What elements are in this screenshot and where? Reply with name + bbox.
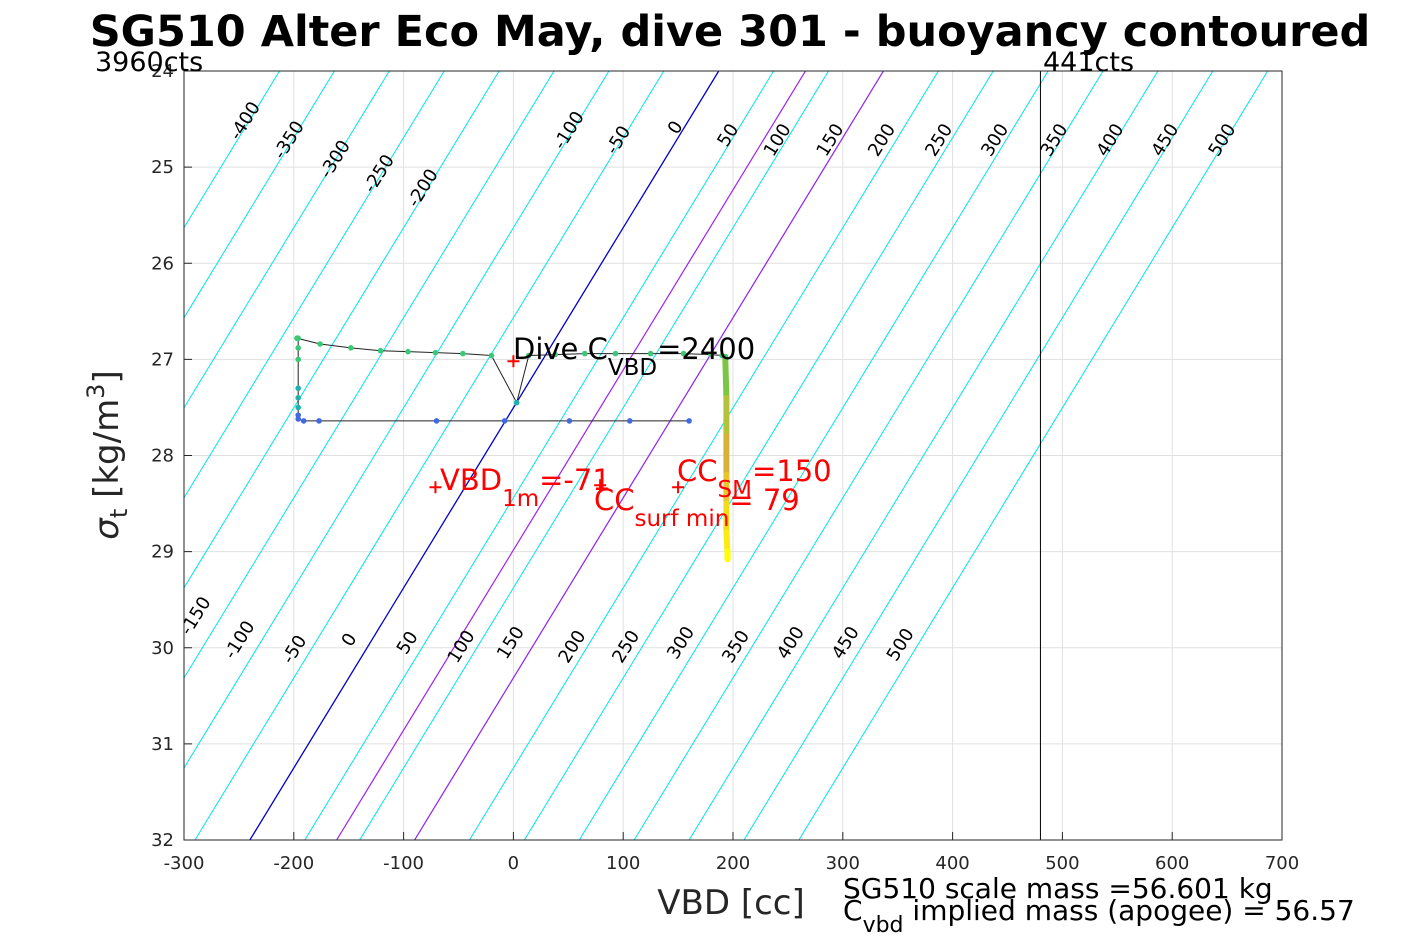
contour-line [184, 71, 390, 409]
profile-point [432, 349, 439, 356]
profile-point [501, 418, 508, 424]
y-tick-label: 32 [151, 830, 174, 851]
axis-ticks: -300 -200 -100 0 100 200 300 400 500 600 700 24 25 26… [151, 61, 1299, 874]
surface-trace-segment [722, 356, 730, 401]
contour-line [578, 71, 1049, 840]
x-tick-label: 100 [606, 853, 640, 874]
profile-point [295, 345, 301, 351]
dive-profile [294, 335, 731, 563]
profile-point [708, 351, 714, 358]
profile-point [405, 348, 411, 355]
cc-sm-annotation: CCSM=150 [677, 454, 832, 503]
contour-line [743, 71, 1214, 840]
profile-point [488, 352, 495, 359]
x-tick-label: -100 [383, 853, 424, 874]
profile-point [525, 352, 532, 359]
contour-line [184, 71, 445, 499]
x-tick-label: 600 [1155, 853, 1189, 874]
contour-line [184, 71, 555, 679]
x-tick-label: 200 [716, 853, 750, 874]
surface-trace-segment [723, 529, 731, 555]
red-plus-marker [429, 481, 442, 494]
contour-line [359, 71, 829, 840]
profile-point [680, 350, 687, 357]
contour-line [184, 71, 335, 319]
highlight-contour-line [414, 71, 884, 840]
profile-point [647, 350, 654, 357]
profile-point [317, 341, 323, 347]
profile-point [581, 350, 588, 357]
profile-point [295, 404, 301, 411]
profile-point [686, 418, 692, 424]
zero-contour-line [249, 71, 720, 840]
profile-point [626, 418, 633, 424]
y-tick-label: 27 [151, 349, 174, 370]
vbd-1m-annotation: VBD1m=-71 [440, 463, 611, 512]
y-tick-label: 26 [151, 253, 174, 274]
y-tick-label: 28 [151, 446, 174, 467]
contour-line [184, 71, 610, 769]
x-tick-label: -300 [164, 853, 205, 874]
y-axis-label: σt [kg/m3] [82, 370, 133, 539]
cc-surf-min-annotation: CCsurf min= 79 [594, 483, 800, 532]
profile-point [377, 347, 384, 354]
contour-line [688, 71, 1159, 840]
red-plus-marker [594, 479, 607, 492]
dive-cvbd-annotation: Dive CVBD=2400 [513, 332, 755, 381]
red-plus-marker [507, 355, 520, 368]
y-tick-label: 29 [151, 542, 174, 563]
x-tick-label: -200 [273, 853, 314, 874]
chart-title: SG510 Alter Eco May, dive 301 - buoyancy… [90, 7, 1371, 57]
profile-point [348, 345, 354, 351]
profile-point [316, 418, 322, 424]
contour-line [184, 71, 500, 589]
profile-point [460, 350, 466, 357]
contour-line [304, 71, 775, 840]
y-tick-label: 31 [151, 734, 174, 755]
profile-point [552, 351, 558, 358]
profile-point [513, 399, 520, 406]
x-tick-label: 0 [508, 853, 519, 874]
profile-point [295, 395, 301, 401]
x-axis-label: VBD [cc] [657, 883, 805, 923]
scale-mass-text: SG510 scale mass =56.601 kg [843, 872, 1273, 905]
profile-point [295, 385, 301, 392]
contour-line [469, 71, 939, 840]
buoyancy-contours [184, 71, 1269, 840]
profile-point [294, 335, 300, 342]
left-counts-label: 3960cts [95, 47, 203, 78]
contour-line [633, 71, 1104, 840]
highlight-contour-line [336, 71, 806, 840]
right-counts-label: 441cts [1043, 47, 1134, 78]
implied-mass-text: Cvbd implied mass (apogee) = 56.57 [843, 894, 1355, 938]
contour-line [184, 71, 280, 229]
x-tick-label: 700 [1265, 853, 1299, 874]
profile-point [612, 350, 619, 357]
profile-point [566, 418, 573, 424]
y-tick-label: 30 [151, 638, 174, 659]
profile-point [295, 416, 301, 422]
profile-point [295, 356, 301, 363]
contour-line [523, 71, 994, 840]
profile-point [300, 418, 307, 424]
profile-point [295, 412, 301, 418]
contour-line [798, 71, 1269, 840]
y-tick-label: 24 [151, 61, 174, 82]
profile-point [433, 418, 440, 424]
contour-line [194, 71, 665, 840]
y-tick-label: 25 [151, 157, 174, 178]
x-tick-label: 500 [1045, 853, 1079, 874]
red-markers [429, 355, 685, 494]
x-tick-label: 300 [826, 853, 860, 874]
red-plus-marker [672, 481, 685, 494]
x-tick-label: 400 [935, 853, 969, 874]
